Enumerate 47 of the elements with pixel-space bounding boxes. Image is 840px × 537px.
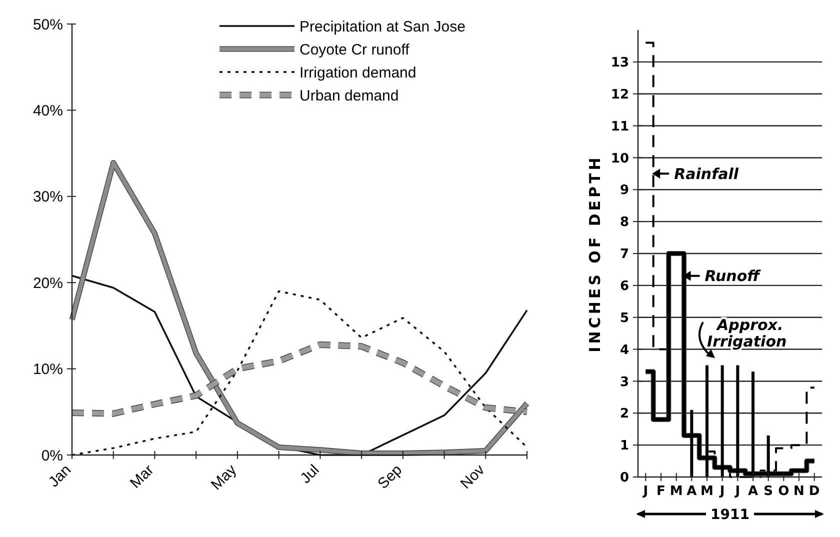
x-tick-label: N	[794, 484, 804, 499]
x-tick-label: Mar	[126, 462, 158, 492]
x-tick-label: Jan	[45, 462, 75, 491]
y-tick-label: 8	[620, 215, 629, 230]
y-tick-label: 0	[620, 470, 629, 486]
legend-label: Urban demand	[300, 87, 399, 104]
legend-label: Runoff	[704, 267, 762, 286]
x-tick-label: J	[718, 484, 725, 499]
y-tick-label: 30%	[32, 188, 63, 206]
legend-label: Rainfall	[674, 164, 740, 183]
x-tick-label: M	[700, 484, 714, 499]
legend-label: Coyote Cr runoff	[300, 41, 410, 58]
x-tick-label: J	[734, 484, 740, 499]
x-tick-label: J	[642, 484, 648, 499]
y-tick-label: 13	[610, 55, 629, 70]
series-label: Approx. Irrigation	[707, 316, 787, 351]
y-tick-label: 3	[620, 374, 629, 390]
y-axis-title: INCHES OF DEPTH	[586, 154, 604, 352]
y-tick-label: 11	[610, 119, 629, 134]
y-tick-label: 10	[610, 151, 629, 166]
x-tick-label: Sep	[374, 462, 406, 492]
legend-label: Irrigation demand	[300, 64, 416, 82]
x-tick-label: D	[808, 484, 820, 499]
x-tick-label: F	[656, 484, 666, 499]
x-tick-label: A	[686, 484, 697, 499]
y-tick-label: 9	[620, 183, 629, 198]
y-tick-label: 12	[610, 87, 629, 102]
x-tick-label: Jul	[297, 462, 323, 488]
x-tick-label: M	[670, 484, 683, 499]
y-tick-label: 50%	[32, 16, 63, 34]
x-tick-label: O	[778, 484, 790, 499]
y-tick-label: 40%	[32, 102, 63, 120]
y-tick-label: 20%	[32, 274, 63, 292]
y-tick-label: 1	[620, 438, 629, 454]
x-axis-title: 1911	[710, 507, 750, 523]
legend-label: Precipitation at San Jose	[300, 18, 466, 36]
y-tick-label: 10%	[32, 361, 63, 378]
y-tick-label: 4	[620, 342, 629, 358]
x-tick-label: A	[748, 484, 758, 499]
x-tick-label: Nov	[457, 461, 489, 492]
x-tick-label: S	[764, 484, 774, 499]
y-tick-label: 0%	[41, 447, 63, 464]
y-tick-label: 5	[620, 310, 629, 326]
y-tick-label: 2	[620, 406, 629, 422]
x-tick-label: May	[208, 461, 240, 494]
y-tick-label: 7	[620, 247, 629, 262]
y-tick-label: 6	[620, 278, 629, 294]
